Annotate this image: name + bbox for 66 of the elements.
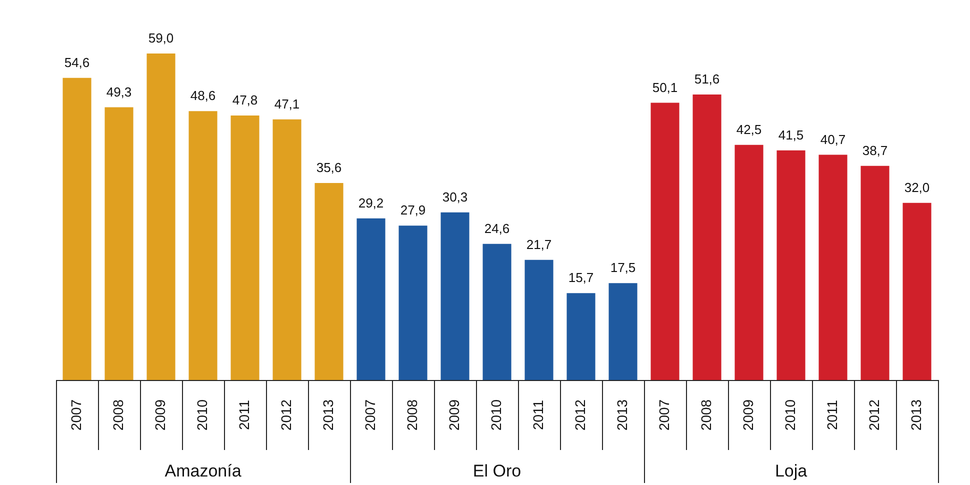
bar bbox=[482, 244, 512, 380]
bar bbox=[860, 166, 890, 380]
x-tick-label: 2012 bbox=[278, 399, 294, 431]
data-label: 41,5 bbox=[778, 127, 804, 142]
data-label: 15,7 bbox=[568, 270, 594, 286]
bar bbox=[734, 144, 764, 380]
data-label: 47,8 bbox=[232, 92, 258, 108]
text: Loja bbox=[774, 462, 808, 481]
x-tick-label: 2011 bbox=[824, 400, 840, 430]
data-label: 27,9 bbox=[400, 202, 426, 218]
data-label: 24,6 bbox=[484, 220, 510, 236]
x-tick-label: 2008 bbox=[110, 399, 126, 431]
data-label: 35,6 bbox=[316, 160, 342, 176]
x-tick-label: 2013 bbox=[614, 399, 630, 431]
x-tick-label: 2012 bbox=[866, 399, 882, 431]
data-label: 40,7 bbox=[820, 132, 846, 147]
data-label: 42,5 bbox=[736, 122, 762, 137]
bar bbox=[62, 78, 92, 380]
data-label: 59,0 bbox=[148, 30, 174, 46]
data-label: 50,1 bbox=[652, 80, 678, 95]
x-tick-label: 2013 bbox=[908, 399, 924, 431]
x-tick-label: 2011 bbox=[530, 400, 546, 430]
x-tick-label: 2008 bbox=[404, 399, 420, 431]
x-tick-label: 2009 bbox=[740, 399, 756, 431]
data-label: 32,0 bbox=[904, 180, 930, 196]
x-tick-label: 2008 bbox=[698, 399, 714, 431]
bar bbox=[524, 260, 554, 380]
bar bbox=[818, 154, 848, 380]
x-tick-label: 2013 bbox=[320, 399, 336, 431]
bar bbox=[314, 183, 344, 380]
data-label: 29,2 bbox=[358, 196, 384, 211]
x-tick-label: 2012 bbox=[572, 399, 588, 431]
bar bbox=[902, 202, 932, 380]
bar bbox=[692, 94, 722, 380]
data-label: 21,7 bbox=[526, 237, 552, 252]
bar bbox=[356, 218, 386, 380]
text: El Oro bbox=[472, 462, 522, 481]
data-label: 54,6 bbox=[64, 54, 90, 70]
x-tick-label: 2010 bbox=[194, 399, 210, 431]
data-label: 30,3 bbox=[442, 189, 468, 204]
x-tick-label: 2007 bbox=[68, 399, 84, 431]
bar bbox=[272, 119, 302, 380]
bar bbox=[566, 293, 596, 380]
bar bbox=[776, 150, 806, 380]
data-label: 49,3 bbox=[106, 84, 132, 100]
data-label: 38,7 bbox=[862, 142, 888, 158]
x-tick-label: 2011 bbox=[236, 400, 252, 430]
bar bbox=[230, 116, 260, 380]
data-label: 51,6 bbox=[694, 72, 720, 87]
data-label: 17,5 bbox=[610, 260, 636, 276]
bar bbox=[104, 107, 134, 380]
x-tick-label: 2009 bbox=[446, 399, 462, 431]
text: Amazonía bbox=[164, 462, 242, 481]
x-tick-label: 2007 bbox=[362, 399, 378, 431]
x-tick-label: 2009 bbox=[152, 399, 168, 431]
bar bbox=[146, 54, 176, 380]
bar bbox=[440, 212, 470, 380]
bar bbox=[188, 111, 218, 380]
bar bbox=[650, 102, 680, 380]
x-tick-label: 2007 bbox=[656, 399, 672, 431]
bar bbox=[608, 283, 638, 380]
x-tick-label: 2010 bbox=[782, 399, 798, 431]
bar bbox=[398, 226, 428, 380]
x-tick-label: 2010 bbox=[488, 399, 504, 431]
data-label: 48,6 bbox=[190, 88, 216, 104]
data-label: 47,1 bbox=[274, 96, 300, 112]
